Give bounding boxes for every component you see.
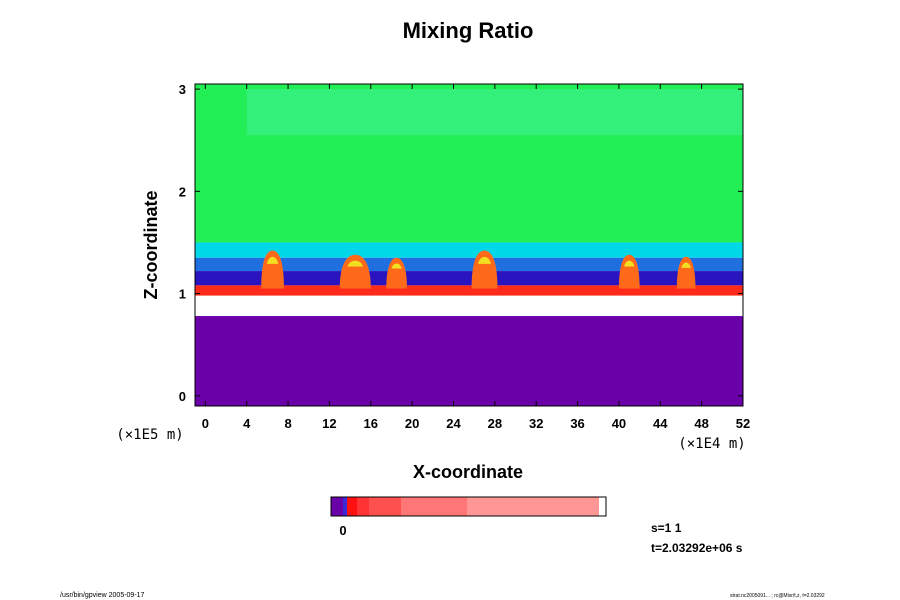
x-tick-label: 20 xyxy=(405,416,419,431)
z-tick-label: 2 xyxy=(179,184,186,199)
colorbar-label: 0 xyxy=(339,523,346,538)
field-regions xyxy=(195,84,743,406)
x-tick-label: 52 xyxy=(736,416,750,431)
x-tick-label: 32 xyxy=(529,416,543,431)
region-transition-cyan xyxy=(195,242,743,258)
colorbar xyxy=(330,496,607,517)
z-tick-label: 1 xyxy=(179,287,186,302)
x-tick-label: 12 xyxy=(322,416,336,431)
colorbar-segment xyxy=(347,497,357,516)
z-axis-label: Z-coordinate xyxy=(141,190,161,299)
plume-5 xyxy=(676,256,696,289)
x-tick-label: 40 xyxy=(612,416,626,431)
region-lower-layer xyxy=(195,316,743,406)
plume-core-5 xyxy=(681,262,691,268)
plume-core-2 xyxy=(391,263,402,269)
plume-2 xyxy=(386,257,407,289)
x-tick-label: 24 xyxy=(446,416,461,431)
x-tick-label: 8 xyxy=(284,416,291,431)
plume-4 xyxy=(618,254,640,289)
colorbar-frame xyxy=(330,496,607,517)
x-tick-label: 48 xyxy=(694,416,708,431)
region-void-band xyxy=(195,295,743,317)
colorbar-segment xyxy=(401,497,467,516)
plume-0 xyxy=(261,250,284,289)
x-unit-label: (×1E4 m) xyxy=(678,436,745,452)
plume-core-1 xyxy=(347,260,364,267)
region-transition-darkblue xyxy=(195,271,743,286)
x-tick-label: 0 xyxy=(202,416,209,431)
plume-core-0 xyxy=(266,256,279,264)
footer-left: /usr/bin/gpview 2005-09-17 xyxy=(60,592,145,599)
plume-1 xyxy=(339,254,371,289)
colorbar-segment xyxy=(331,497,343,516)
plot-frame xyxy=(194,83,744,407)
region-mixing-layer-red xyxy=(195,285,743,299)
x-tick-label: 28 xyxy=(488,416,502,431)
z-tick-label: 0 xyxy=(179,389,186,404)
colorbar-segment xyxy=(343,497,347,516)
z-unit-label: (×1E5 m) xyxy=(116,427,183,443)
region-upper-band xyxy=(246,89,743,136)
plume-3 xyxy=(471,250,498,289)
colorbar-segment xyxy=(467,497,599,516)
x-tick-label: 36 xyxy=(570,416,584,431)
z-axis: 0 1 2 3 xyxy=(179,82,743,404)
scale-info: s=1 1 xyxy=(651,521,682,535)
region-transition-blue xyxy=(195,257,743,272)
chart-title: Mixing Ratio xyxy=(403,18,534,43)
time-info: t=2.03292e+06 s xyxy=(651,541,743,555)
x-tick-label: 44 xyxy=(653,416,668,431)
footer-right: strat.nc2005091... ; rc@Mixr/t,z, t=2.03… xyxy=(730,593,825,599)
x-tick-label: 16 xyxy=(364,416,378,431)
x-axis-label: X-coordinate xyxy=(413,462,523,482)
x-axis: 0 4 8 12 16 20 24 28 32 36 40 44 48 52 xyxy=(202,84,750,431)
colorbar-segment xyxy=(357,497,369,516)
field-plumes xyxy=(261,250,696,289)
x-tick-label: 4 xyxy=(243,416,251,431)
z-tick-label: 3 xyxy=(179,82,186,97)
plume-core-4 xyxy=(624,260,635,267)
plume-core-3 xyxy=(478,256,491,264)
colorbar-segment xyxy=(369,497,401,516)
